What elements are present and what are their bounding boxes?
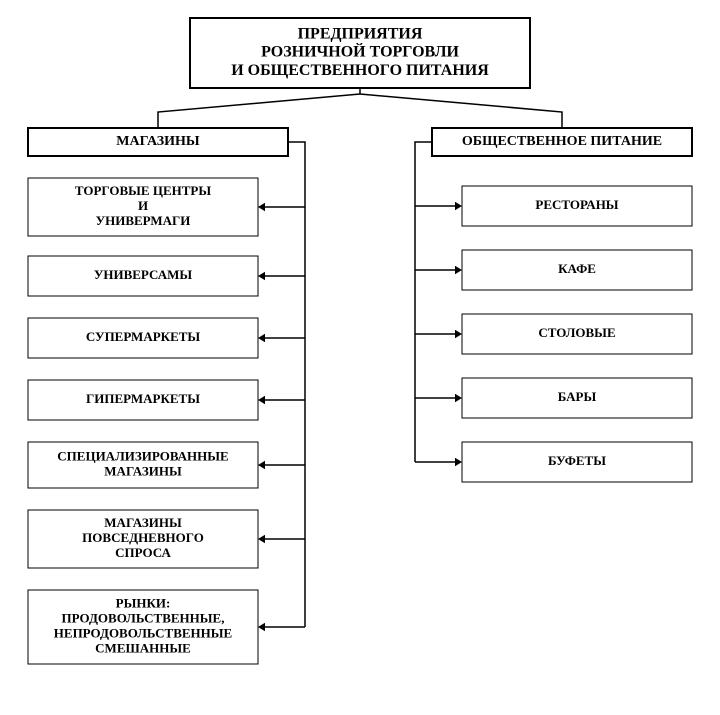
svg-text:ОБЩЕСТВЕННОЕ ПИТАНИЕ: ОБЩЕСТВЕННОЕ ПИТАНИЕ [462, 134, 662, 149]
svg-text:НЕПРОДОВОЛЬСТВЕННЫЕ: НЕПРОДОВОЛЬСТВЕННЫЕ [54, 625, 232, 640]
svg-text:СМЕШАННЫЕ: СМЕШАННЫЕ [95, 640, 191, 655]
svg-text:БУФЕТЫ: БУФЕТЫ [548, 453, 606, 468]
svg-text:ГИПЕРМАРКЕТЫ: ГИПЕРМАРКЕТЫ [86, 391, 200, 406]
svg-text:СПРОСА: СПРОСА [115, 545, 171, 560]
svg-text:МАГАЗИНЫ: МАГАЗИНЫ [116, 134, 200, 149]
svg-text:УНИВЕРСАМЫ: УНИВЕРСАМЫ [94, 267, 193, 282]
svg-text:РЫНКИ:: РЫНКИ: [116, 596, 171, 611]
svg-text:УНИВЕРМАГИ: УНИВЕРМАГИ [96, 213, 191, 228]
svg-text:ПРОДОВОЛЬСТВЕННЫЕ,: ПРОДОВОЛЬСТВЕННЫЕ, [62, 611, 225, 626]
svg-text:ТОРГОВЫЕ ЦЕНТРЫ: ТОРГОВЫЕ ЦЕНТРЫ [75, 183, 211, 198]
svg-text:И: И [138, 198, 148, 213]
svg-text:РЕСТОРАНЫ: РЕСТОРАНЫ [535, 197, 618, 212]
svg-text:БАРЫ: БАРЫ [558, 389, 597, 404]
svg-text:РОЗНИЧНОЙ ТОРГОВЛИ: РОЗНИЧНОЙ ТОРГОВЛИ [261, 42, 459, 61]
svg-text:МАГАЗИНЫ: МАГАЗИНЫ [104, 515, 182, 530]
svg-text:КАФЕ: КАФЕ [558, 261, 596, 276]
svg-text:ПОВСЕДНЕВНОГО: ПОВСЕДНЕВНОГО [82, 530, 204, 545]
svg-text:ПРЕДПРИЯТИЯ: ПРЕДПРИЯТИЯ [298, 25, 423, 42]
svg-text:МАГАЗИНЫ: МАГАЗИНЫ [104, 463, 182, 478]
svg-text:И ОБЩЕСТВЕННОГО ПИТАНИЯ: И ОБЩЕСТВЕННОГО ПИТАНИЯ [231, 62, 489, 79]
svg-text:СПЕЦИАЛИЗИРОВАННЫЕ: СПЕЦИАЛИЗИРОВАННЫЕ [57, 449, 228, 464]
svg-text:СТОЛОВЫЕ: СТОЛОВЫЕ [538, 325, 615, 340]
org-chart-diagram: ПРЕДПРИЯТИЯРОЗНИЧНОЙ ТОРГОВЛИИ ОБЩЕСТВЕН… [0, 0, 720, 715]
svg-text:СУПЕРМАРКЕТЫ: СУПЕРМАРКЕТЫ [86, 329, 201, 344]
